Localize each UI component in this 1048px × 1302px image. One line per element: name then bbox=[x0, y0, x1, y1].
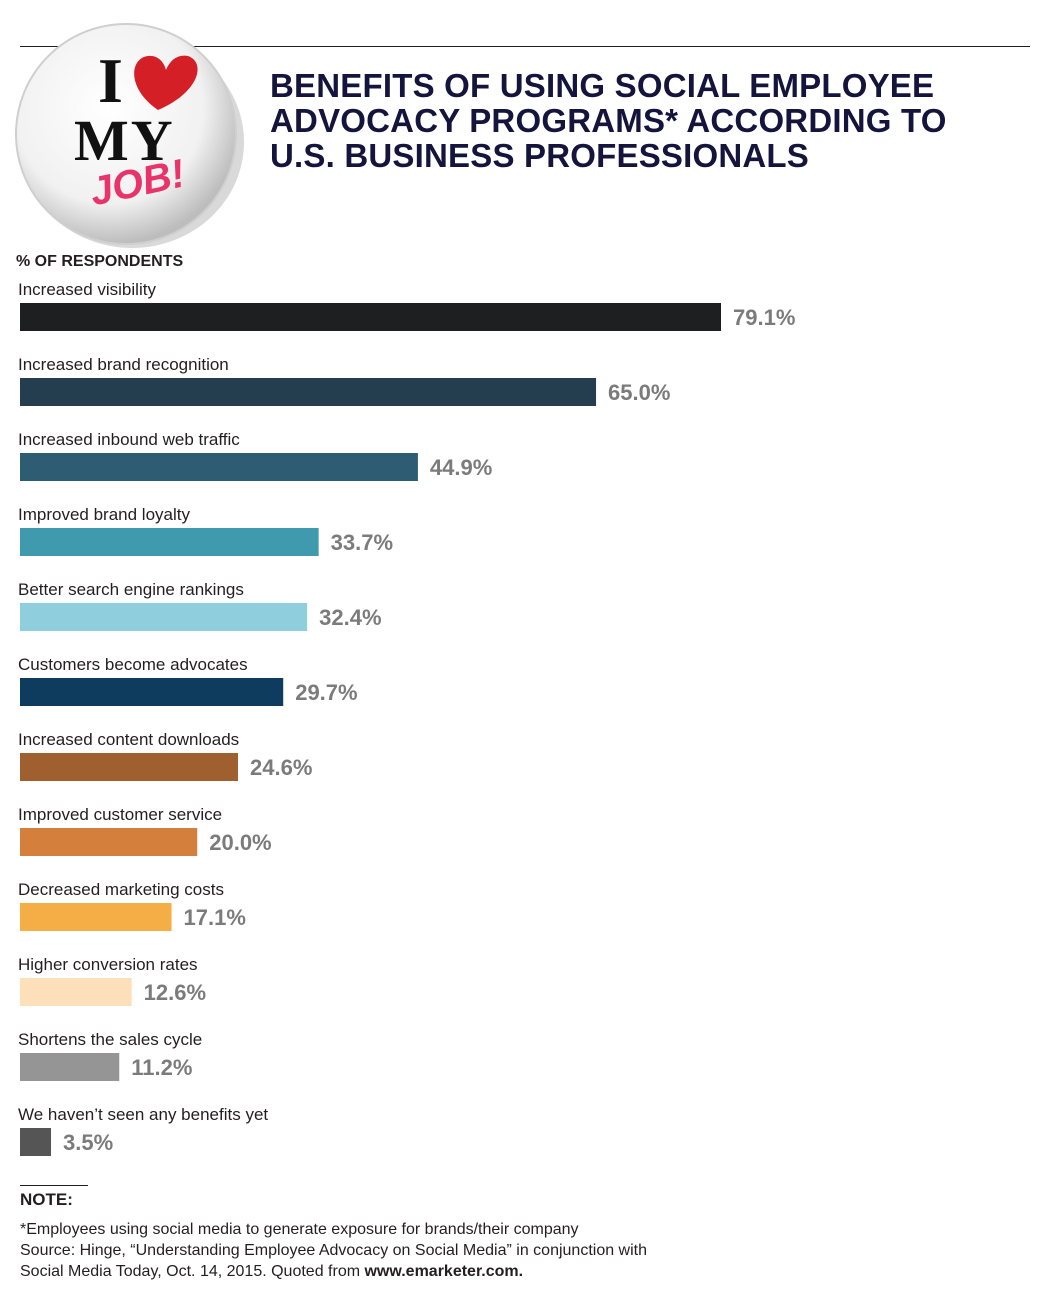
bar bbox=[20, 978, 132, 1006]
value-label: 44.9% bbox=[430, 455, 492, 480]
value-label: 29.7% bbox=[295, 680, 357, 705]
value-label: 20.0% bbox=[209, 830, 271, 855]
note-line: Social Media Today, Oct. 14, 2015. Quote… bbox=[20, 1261, 1020, 1282]
value-label: 3.5% bbox=[63, 1130, 113, 1155]
category-label: Better search engine rankings bbox=[18, 580, 244, 599]
heart-icon bbox=[134, 55, 198, 110]
value-label: 11.2% bbox=[131, 1055, 192, 1080]
bar bbox=[20, 1128, 52, 1156]
i-love-my-job-badge: I MY JOB! bbox=[15, 23, 244, 248]
note-rule bbox=[20, 1185, 88, 1186]
category-label: Higher conversion rates bbox=[18, 955, 198, 974]
value-label: 24.6% bbox=[250, 755, 312, 780]
category-label: Increased content downloads bbox=[18, 730, 239, 749]
note-line: Source: Hinge, “Understanding Employee A… bbox=[20, 1242, 648, 1259]
bar bbox=[20, 1053, 120, 1081]
title-line: ADVOCACY PROGRAMS* ACCORDING TO bbox=[270, 102, 947, 139]
value-label: 79.1% bbox=[733, 305, 795, 330]
value-label: 32.4% bbox=[319, 605, 381, 630]
bar bbox=[20, 678, 284, 706]
bar bbox=[20, 828, 198, 856]
title-line: BENEFITS OF USING SOCIAL EMPLOYEE bbox=[270, 67, 935, 104]
unit-label: % OF RESPONDENTS bbox=[16, 253, 184, 270]
badge-text-my: MY bbox=[74, 108, 175, 173]
top-rule bbox=[20, 46, 1030, 47]
bar bbox=[20, 603, 308, 631]
bar bbox=[20, 303, 721, 331]
badge-letter-i: I bbox=[98, 45, 123, 116]
note-heading: NOTE: bbox=[20, 1190, 73, 1209]
note-line: *Employees using social media to generat… bbox=[20, 1221, 579, 1238]
category-label: Decreased marketing costs bbox=[18, 880, 224, 899]
value-label: 17.1% bbox=[184, 905, 246, 930]
category-label: Increased inbound web traffic bbox=[18, 430, 240, 449]
category-label: Improved customer service bbox=[18, 805, 222, 824]
title-line: U.S. BUSINESS PROFESSIONALS bbox=[270, 137, 809, 174]
category-label: Increased brand recognition bbox=[18, 355, 229, 374]
bar bbox=[20, 903, 172, 931]
note-line-text: Social Media Today, Oct. 14, 2015. Quote… bbox=[20, 1263, 365, 1280]
value-label: 12.6% bbox=[144, 980, 206, 1005]
category-label: We haven’t seen any benefits yet bbox=[18, 1105, 268, 1124]
bar bbox=[20, 378, 597, 406]
bar bbox=[20, 753, 239, 781]
note-body: *Employees using social media to generat… bbox=[20, 1219, 1020, 1282]
category-label: Customers become advocates bbox=[18, 655, 248, 674]
bar bbox=[20, 453, 418, 481]
category-label: Shortens the sales cycle bbox=[18, 1030, 202, 1049]
bar bbox=[20, 528, 319, 556]
category-label: Improved brand loyalty bbox=[18, 505, 190, 524]
value-label: 65.0% bbox=[608, 380, 670, 405]
value-label: 33.7% bbox=[331, 530, 393, 555]
source-link[interactable]: www.emarketer.com. bbox=[364, 1263, 524, 1280]
category-label: Increased visibility bbox=[18, 280, 156, 299]
chart-title: BENEFITS OF USING SOCIAL EMPLOYEE ADVOCA… bbox=[270, 68, 1030, 173]
